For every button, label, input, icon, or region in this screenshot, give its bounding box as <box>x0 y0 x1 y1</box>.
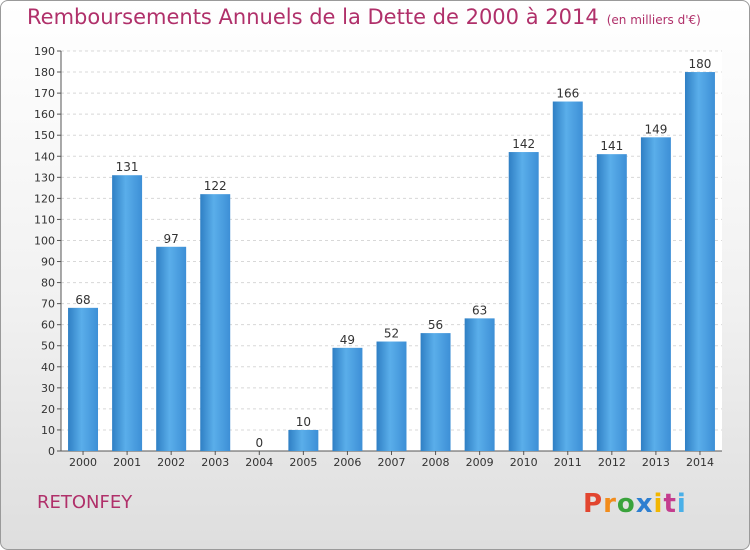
y-tick-label: 160 <box>34 108 55 121</box>
bar-2011 <box>552 101 583 452</box>
y-tick-label: 20 <box>41 403 55 416</box>
data-label-2000: 68 <box>75 293 90 307</box>
y-tick-label: 40 <box>41 361 55 374</box>
x-tick-label: 2006 <box>333 456 361 469</box>
bar-2005 <box>288 429 319 451</box>
bar-2003 <box>200 194 231 451</box>
town-name: RETONFEY <box>37 492 133 513</box>
x-tick-label: 2002 <box>157 456 185 469</box>
chart-title: Remboursements Annuels de la Dette de 20… <box>27 5 599 29</box>
data-label-2005: 10 <box>296 415 311 429</box>
bar-2001 <box>112 175 143 452</box>
y-tick-label: 180 <box>34 66 55 79</box>
y-tick-label: 10 <box>41 424 55 437</box>
bar-2014 <box>684 72 715 451</box>
y-tick-label: 0 <box>48 445 55 458</box>
y-tick-label: 170 <box>34 87 55 100</box>
bar-2002 <box>156 246 187 451</box>
brand-letter: P <box>583 489 604 519</box>
data-label-2003: 122 <box>204 179 227 193</box>
proxiti-logo[interactable]: Proxiti <box>583 489 687 519</box>
bar-2012 <box>596 154 627 451</box>
x-tick-label: 2005 <box>289 456 317 469</box>
x-tick-label: 2001 <box>113 456 141 469</box>
bar-2013 <box>640 137 671 451</box>
x-tick-label: 2010 <box>510 456 538 469</box>
y-tick-label: 50 <box>41 340 55 353</box>
brand-letter: i <box>653 489 664 519</box>
data-label-2010: 142 <box>512 137 535 151</box>
data-label-2009: 63 <box>472 303 487 317</box>
data-label-2007: 52 <box>384 327 399 341</box>
x-tick-label: 2008 <box>422 456 450 469</box>
y-tick-label: 80 <box>41 277 55 290</box>
bar-2009 <box>464 318 495 451</box>
data-label-2001: 131 <box>116 160 139 174</box>
y-tick-label: 30 <box>41 382 55 395</box>
y-tick-label: 90 <box>41 256 55 269</box>
brand-letter: i <box>676 489 687 519</box>
y-tick-label: 110 <box>34 213 55 226</box>
brand-letter: t <box>663 489 677 519</box>
x-tick-label: 2000 <box>69 456 97 469</box>
y-tick-label: 130 <box>34 171 55 184</box>
y-tick-label: 140 <box>34 150 55 163</box>
data-label-2008: 56 <box>428 318 443 332</box>
x-tick-label: 2013 <box>642 456 670 469</box>
bar-2000 <box>68 307 99 451</box>
y-tick-label: 100 <box>34 234 55 247</box>
x-tick-label: 2014 <box>686 456 714 469</box>
bar-2010 <box>508 152 539 452</box>
chart-title-line: Remboursements Annuels de la Dette de 20… <box>27 5 701 29</box>
x-tick-label: 2009 <box>466 456 494 469</box>
brand-letter: r <box>603 489 617 519</box>
data-label-2006: 49 <box>340 333 355 347</box>
y-tick-label: 120 <box>34 192 55 205</box>
chart-subtitle: (en milliers d'€) <box>606 13 701 27</box>
x-tick-label: 2007 <box>378 456 406 469</box>
data-label-2002: 97 <box>164 232 179 246</box>
data-label-2013: 149 <box>644 122 667 136</box>
data-label-2012: 141 <box>600 139 623 153</box>
y-tick-label: 70 <box>41 298 55 311</box>
brand-letter: o <box>616 489 636 519</box>
x-tick-label: 2003 <box>201 456 229 469</box>
data-label-2004: 0 <box>255 436 263 450</box>
x-tick-label: 2011 <box>554 456 582 469</box>
brand-letter: x <box>635 489 654 519</box>
y-tick-label: 190 <box>34 45 55 58</box>
bar-2006 <box>332 347 363 451</box>
x-tick-label: 2012 <box>598 456 626 469</box>
x-tick-label: 2004 <box>245 456 273 469</box>
data-label-2011: 166 <box>556 87 579 101</box>
data-label-2014: 180 <box>689 57 712 71</box>
y-tick-label: 150 <box>34 129 55 142</box>
bar-2007 <box>376 341 407 451</box>
bar-2008 <box>420 333 451 451</box>
y-tick-label: 60 <box>41 319 55 332</box>
